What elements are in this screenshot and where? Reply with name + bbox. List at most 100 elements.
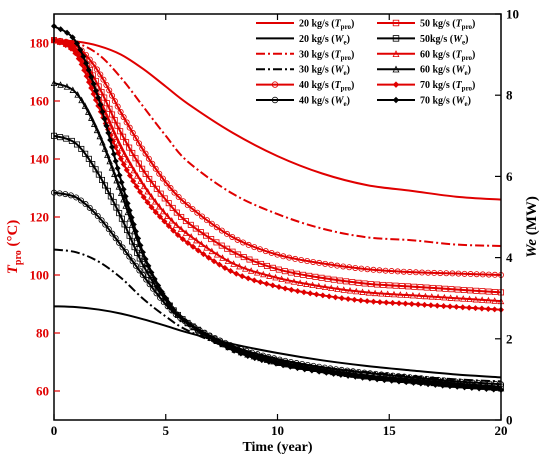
series-marker	[241, 265, 249, 272]
series-marker	[485, 296, 492, 304]
series-marker	[109, 111, 116, 118]
series-marker	[195, 247, 202, 254]
series-marker	[158, 288, 165, 295]
legend-label-var: W	[335, 34, 345, 45]
series-marker	[431, 269, 438, 276]
legend: 20 kg/s (Tpro)20 kg/s (We)30 kg/s (Tpro)…	[256, 19, 475, 109]
series-marker	[132, 228, 139, 235]
series-marker	[74, 91, 81, 98]
series-marker	[271, 96, 279, 104]
series-marker	[99, 138, 106, 146]
series-marker	[263, 280, 270, 287]
series-marker	[116, 239, 123, 246]
series-marker	[365, 289, 373, 296]
series-marker	[467, 271, 474, 278]
legend-label: 40 kg/s (Tpro)	[299, 80, 354, 93]
series-marker	[124, 200, 131, 207]
series-marker	[182, 229, 190, 236]
series-marker	[454, 383, 461, 390]
series-marker	[142, 170, 149, 177]
series-marker	[93, 126, 101, 134]
series-marker	[287, 363, 294, 370]
series-marker	[117, 189, 125, 197]
y-right-tick-label: 2	[506, 331, 513, 346]
series-marker	[422, 292, 429, 300]
series-marker	[127, 161, 134, 168]
series-marker	[461, 270, 468, 277]
series-marker	[111, 170, 118, 177]
series-marker	[286, 254, 293, 261]
series-marker	[109, 230, 116, 237]
series-marker	[319, 292, 326, 299]
series-marker	[334, 285, 341, 292]
series-marker	[224, 257, 232, 264]
series-marker	[448, 286, 455, 293]
series-marker	[82, 201, 89, 208]
series-marker	[406, 269, 413, 276]
series-marker	[135, 160, 142, 167]
series-marker	[83, 60, 90, 67]
series-marker	[472, 295, 480, 303]
series-marker	[63, 135, 70, 142]
legend-label-var: T	[335, 49, 342, 60]
series-marker	[460, 286, 467, 293]
series-marker	[411, 283, 418, 290]
series-marker	[296, 279, 304, 286]
series-marker	[117, 108, 124, 115]
x-tick-label: 15	[383, 423, 397, 438]
series-marker	[152, 209, 159, 216]
series-marker	[346, 287, 354, 294]
series-marker	[62, 42, 69, 49]
series-marker	[318, 274, 325, 281]
series-marker	[275, 266, 282, 273]
series-marker	[149, 180, 156, 187]
series-marker	[124, 155, 131, 163]
series-marker	[89, 161, 96, 168]
series-marker	[322, 260, 329, 267]
series-marker	[57, 134, 64, 141]
series-marker	[288, 286, 295, 293]
series-marker	[251, 277, 258, 284]
legend-label-var: W	[456, 65, 466, 76]
series-marker	[203, 217, 210, 224]
series-marker	[218, 227, 225, 234]
series-marker	[245, 275, 252, 282]
series-marker	[161, 218, 168, 225]
series-marker	[229, 233, 236, 240]
series-marker	[337, 371, 344, 378]
series-0	[53, 39, 502, 201]
legend-item: 30 kg/s (We)	[256, 65, 350, 77]
series-marker	[140, 194, 147, 201]
legend-label-text: 60 kg/s (	[420, 65, 456, 76]
legend-label-sub: pro	[341, 54, 352, 62]
series-marker	[123, 167, 130, 174]
legend-label-close: )	[351, 49, 354, 60]
series-marker	[472, 305, 479, 312]
series-marker	[166, 301, 173, 308]
series-marker	[107, 136, 114, 143]
series-marker	[378, 290, 385, 297]
series-marker	[388, 268, 395, 275]
legend-label: 70 kg/s (We)	[420, 96, 471, 109]
legend-label-text: 30 kg/s (	[299, 49, 335, 60]
series-marker	[162, 294, 169, 302]
series-marker	[126, 207, 133, 214]
series-marker	[467, 287, 474, 294]
series-marker	[120, 195, 127, 203]
series-marker	[371, 289, 379, 297]
series-line	[53, 39, 502, 201]
series-marker	[190, 243, 197, 250]
y-left-axis-title: Tpro (°C)	[5, 220, 24, 275]
series-marker	[230, 260, 237, 267]
y-right-tick-label: 0	[506, 413, 513, 428]
series-marker	[274, 251, 281, 258]
y-right-title-var: We	[524, 239, 540, 258]
series-marker	[316, 259, 323, 266]
series-marker	[476, 385, 483, 392]
legend-label-sub: e	[464, 69, 467, 77]
series-marker	[328, 261, 335, 268]
legend-label-var: W	[335, 65, 345, 76]
series-marker	[73, 141, 80, 148]
series-marker	[167, 185, 174, 192]
series-marker	[56, 190, 63, 197]
